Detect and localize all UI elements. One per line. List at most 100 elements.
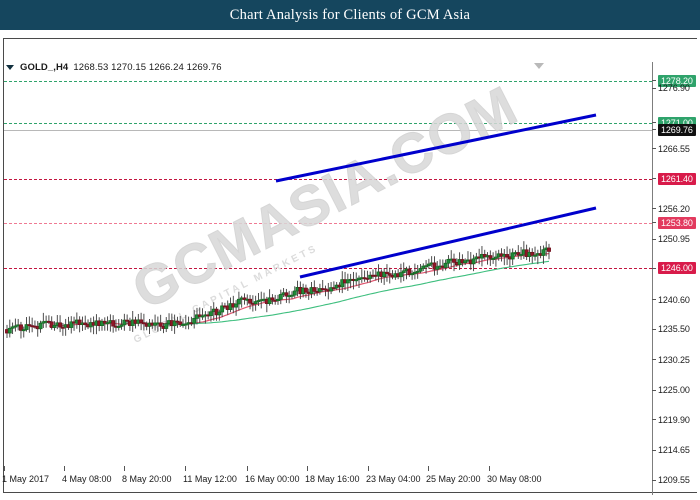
- time-tick-mark: [247, 466, 248, 471]
- candle-body: [426, 263, 431, 267]
- candle-body: [192, 318, 197, 324]
- symbol-info-bar[interactable]: GOLD_,H4 1268.53 1270.15 1266.24 1269.76: [6, 62, 222, 73]
- support-1253: [4, 222, 652, 224]
- candle-body: [217, 311, 222, 316]
- candle-body: [178, 321, 183, 326]
- time-tick-label: 4 May 08:00: [62, 474, 112, 484]
- time-tick-label: 23 May 04:00: [366, 474, 421, 484]
- price-tick-1266-55: 1266.55: [652, 143, 690, 154]
- channel-lower[interactable]: [299, 206, 597, 279]
- candle-body: [488, 255, 493, 259]
- candle-body: [407, 268, 412, 276]
- candle-body: [69, 321, 74, 328]
- candle-body: [547, 247, 551, 252]
- time-tick-label: 8 May 20:00: [122, 474, 172, 484]
- price-tick-1246-00: 1246.00: [652, 262, 696, 275]
- tick-mark: [652, 328, 656, 330]
- price-tick-label: 1219.90: [658, 414, 690, 425]
- candle-body: [412, 271, 417, 274]
- price-tick-label: 1246.00: [658, 262, 696, 275]
- page-title: Chart Analysis for Clients of GCM Asia: [229, 6, 471, 23]
- trend-lines-group[interactable]: [4, 68, 652, 495]
- price-tick-label: 1230.25: [658, 354, 690, 365]
- candle-body: [234, 303, 239, 308]
- support-1261: [4, 178, 652, 180]
- candle-body: [533, 254, 537, 257]
- candle-body: [220, 305, 225, 313]
- resistance-1278: [4, 80, 652, 82]
- tick-mark: [652, 449, 656, 451]
- time-tick-label: 18 May 16:00: [305, 474, 360, 484]
- price-tick-1269-76: 1269.76: [652, 123, 696, 136]
- candle-body: [452, 258, 456, 263]
- candle-body: [443, 262, 448, 268]
- candle-body: [13, 325, 18, 328]
- time-tick-mark: [124, 466, 125, 471]
- title-bar: Chart Analysis for Clients of GCM Asia: [0, 0, 700, 30]
- tick-mark: [652, 419, 656, 421]
- price-tick-1235-50: 1235.50: [652, 324, 690, 335]
- candle-body: [236, 298, 241, 305]
- candle-body: [276, 298, 280, 302]
- candle-body: [21, 329, 26, 332]
- chevron-down-icon[interactable]: [6, 65, 14, 70]
- candle-body: [278, 294, 283, 300]
- candle-body: [398, 272, 403, 278]
- price-tick-label: 1225.00: [658, 385, 690, 396]
- time-tick-mark: [489, 466, 490, 471]
- candle-body: [345, 279, 350, 284]
- time-tick-mark: [4, 466, 5, 471]
- time-tick-label: 1 May 2017: [2, 474, 50, 484]
- price-tick-1256-20: 1256.20: [652, 203, 690, 214]
- candle-body: [312, 287, 317, 292]
- time-tick-label: 11 May 12:00: [183, 474, 237, 484]
- candle-body: [415, 270, 420, 273]
- tick-mark: [652, 80, 656, 82]
- candle-body: [365, 277, 370, 280]
- tick-mark: [652, 389, 656, 391]
- candle-body: [541, 249, 546, 256]
- candle-body: [493, 256, 498, 259]
- price-tick-label: 1278.20: [658, 74, 696, 87]
- candle-body: [164, 323, 169, 329]
- tick-mark: [652, 359, 656, 361]
- candle-body: [292, 290, 297, 296]
- triangle-down-icon: [534, 63, 544, 69]
- price-tick-1261-40: 1261.40: [652, 172, 696, 185]
- candle-body: [7, 327, 12, 334]
- candle-body: [119, 324, 124, 327]
- candle-body: [387, 273, 392, 276]
- price-tick-1230-25: 1230.25: [652, 354, 690, 365]
- time-tick-mark: [368, 466, 369, 471]
- price-tick-1219-90: 1219.90: [652, 414, 690, 425]
- candle-body: [284, 292, 289, 297]
- candle-body: [24, 324, 29, 330]
- time-tick-mark: [64, 466, 65, 471]
- candle-body: [382, 271, 387, 278]
- candle-body: [172, 320, 177, 327]
- channel-upper[interactable]: [275, 113, 597, 183]
- price-tick-label: 1266.55: [658, 143, 690, 154]
- candle-body: [421, 265, 426, 269]
- price-axis[interactable]: 1278.20 1276.90 1271.00 1269.76 1266.55 1261.…: [652, 62, 700, 495]
- price-tick-1214-65: 1214.65: [652, 445, 690, 456]
- candle-body: [354, 279, 359, 282]
- tick-mark: [652, 267, 656, 269]
- price-tick-label: 1269.76: [658, 123, 696, 136]
- current-price-line: [4, 129, 652, 131]
- price-tick-label: 1253.80: [658, 216, 696, 229]
- price-tick-label: 1276.90: [658, 83, 690, 94]
- candle-body: [38, 322, 43, 330]
- candle-body: [446, 259, 451, 264]
- candle-body: [432, 262, 437, 270]
- price-tick-1276-90: 1276.90: [652, 83, 690, 94]
- candle-body: [435, 266, 440, 270]
- candle-body: [267, 297, 272, 304]
- candle-body: [368, 274, 373, 279]
- ohlc-values: 1268.53 1270.15 1266.24 1269.76: [73, 62, 222, 73]
- candle-body: [505, 254, 510, 258]
- candle-body: [105, 322, 110, 325]
- plot-area[interactable]: GCMASIA.COM GLOBAL CAPITAL MARKETS: [4, 68, 652, 495]
- candle-body: [242, 297, 247, 300]
